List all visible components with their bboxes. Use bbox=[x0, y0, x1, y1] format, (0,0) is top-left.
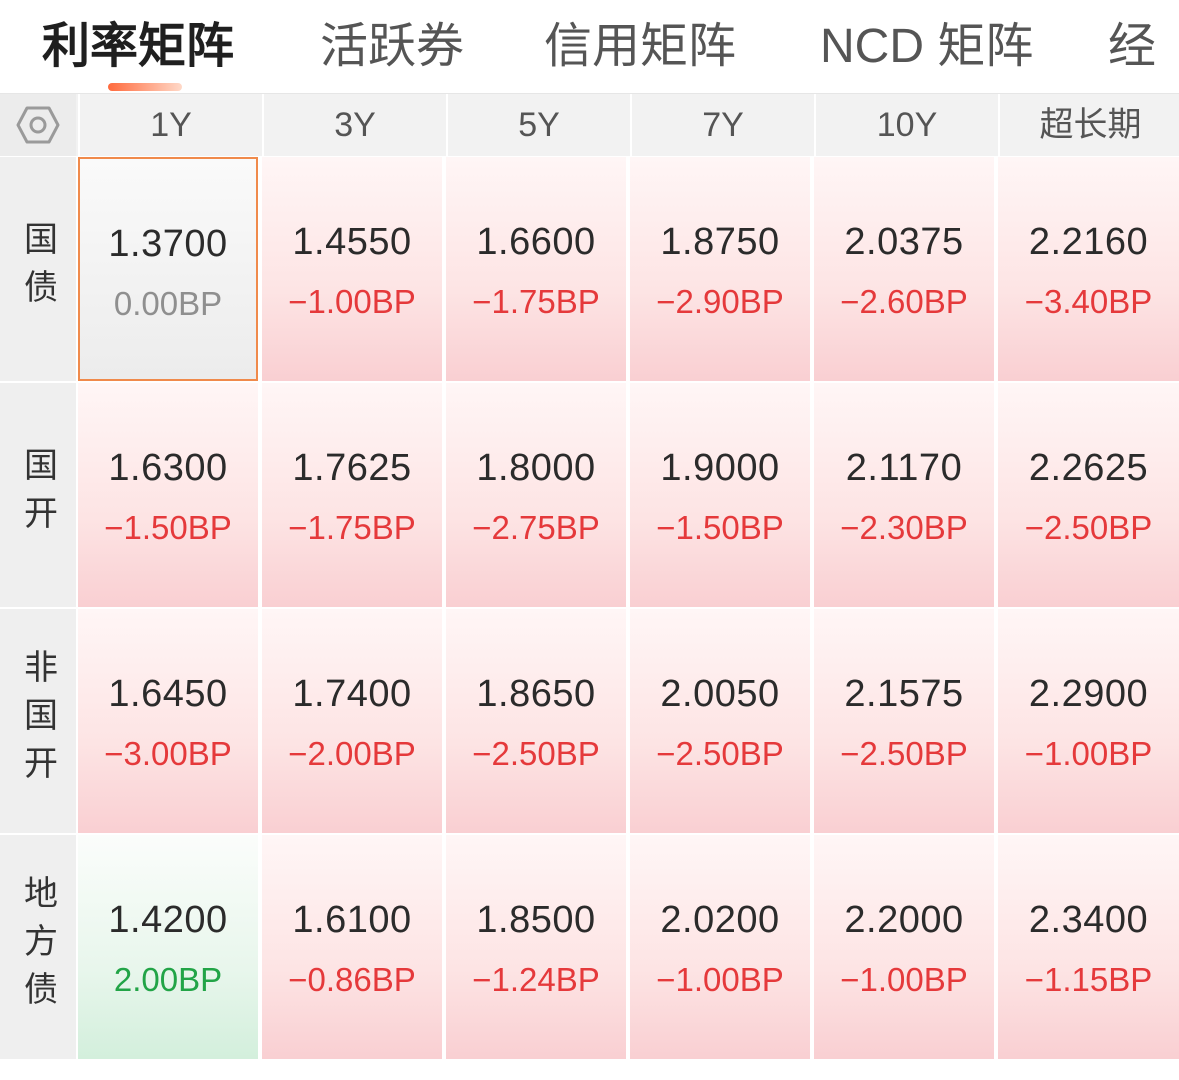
matrix-cell-local-gov-1y[interactable]: 1.4200 2.00BP bbox=[78, 835, 258, 1059]
hexagon-settings-icon bbox=[16, 106, 60, 144]
yield-value: 1.8650 bbox=[476, 673, 596, 715]
yield-value: 1.4200 bbox=[108, 899, 228, 941]
bp-change-value: −1.00BP bbox=[840, 961, 968, 998]
yield-value: 2.2000 bbox=[844, 899, 964, 941]
bp-change-value: −3.00BP bbox=[104, 735, 232, 772]
matrix-cell-treasury-5y[interactable]: 1.6600 −1.75BP bbox=[446, 157, 626, 381]
bp-change-value: −2.75BP bbox=[472, 509, 600, 546]
column-header-3y[interactable]: 3Y bbox=[262, 94, 446, 156]
tab-bar: 利率矩阵 活跃券 信用矩阵 NCD 矩阵 经 bbox=[0, 0, 1179, 93]
bp-change-value: −2.00BP bbox=[288, 735, 416, 772]
bp-change-value: −1.75BP bbox=[288, 509, 416, 546]
matrix-cell-local-gov-3y[interactable]: 1.6100 −0.86BP bbox=[262, 835, 442, 1059]
matrix-cell-non-cdb-policy-5y[interactable]: 1.8650 −2.50BP bbox=[446, 609, 626, 833]
bp-change-value: −2.50BP bbox=[472, 735, 600, 772]
bp-change-value: −2.50BP bbox=[840, 735, 968, 772]
bp-change-value: −1.00BP bbox=[1024, 735, 1153, 772]
yield-value: 2.0375 bbox=[844, 221, 964, 263]
row-label-cdb[interactable]: 国开 bbox=[0, 383, 76, 607]
matrix-cell-cdb-ultra-long[interactable]: 2.2625 −2.50BP bbox=[998, 383, 1179, 607]
column-header-ultra-long[interactable]: 超长期 bbox=[998, 94, 1179, 156]
yield-value: 2.0200 bbox=[660, 899, 780, 941]
matrix-cell-local-gov-ultra-long[interactable]: 2.3400 −1.15BP bbox=[998, 835, 1179, 1059]
matrix-cell-local-gov-5y[interactable]: 1.8500 −1.24BP bbox=[446, 835, 626, 1059]
yield-value: 2.3400 bbox=[1028, 899, 1149, 941]
bp-change-value: −2.90BP bbox=[656, 283, 784, 320]
column-header-row: 1Y 3Y 5Y 7Y 10Y 超长期 bbox=[0, 93, 1179, 156]
yield-value: 1.6300 bbox=[108, 447, 228, 489]
matrix-cell-treasury-ultra-long[interactable]: 2.2160 −3.40BP bbox=[998, 157, 1179, 381]
yield-value: 2.0050 bbox=[660, 673, 780, 715]
matrix-cell-non-cdb-policy-ultra-long[interactable]: 2.2900 −1.00BP bbox=[998, 609, 1179, 833]
row-label-treasury[interactable]: 国债 bbox=[0, 157, 76, 381]
yield-value: 2.2160 bbox=[1028, 221, 1149, 263]
bp-change-value: 2.00BP bbox=[113, 961, 223, 998]
bp-change-value: −1.00BP bbox=[656, 961, 784, 998]
bp-change-value: −1.50BP bbox=[104, 509, 232, 546]
bp-change-value: −3.40BP bbox=[1024, 283, 1153, 320]
yield-value: 2.1575 bbox=[844, 673, 964, 715]
yield-value: 2.1170 bbox=[845, 447, 963, 489]
tab-active-bonds[interactable]: 活跃券 bbox=[320, 20, 465, 73]
column-header-10y[interactable]: 10Y bbox=[814, 94, 998, 156]
tab-rate-matrix[interactable]: 利率矩阵 bbox=[42, 20, 235, 73]
tab-more-truncated[interactable]: 经 bbox=[1108, 20, 1157, 73]
yield-value: 2.2625 bbox=[1028, 447, 1149, 489]
matrix-cell-treasury-7y[interactable]: 1.8750 −2.90BP bbox=[630, 157, 810, 381]
matrix-cell-non-cdb-policy-3y[interactable]: 1.7400 −2.00BP bbox=[262, 609, 442, 833]
matrix-cell-cdb-1y[interactable]: 1.6300 −1.50BP bbox=[78, 383, 258, 607]
matrix-cell-non-cdb-policy-7y[interactable]: 2.0050 −2.50BP bbox=[630, 609, 810, 833]
row-label-text: 地方债 bbox=[18, 875, 57, 1019]
bp-change-value: 0.00BP bbox=[113, 285, 223, 322]
bp-change-value: −2.60BP bbox=[840, 283, 968, 320]
active-tab-indicator bbox=[108, 83, 182, 91]
column-header-5y[interactable]: 5Y bbox=[446, 94, 630, 156]
matrix-cell-cdb-5y[interactable]: 1.8000 −2.75BP bbox=[446, 383, 626, 607]
column-header-1y[interactable]: 1Y bbox=[78, 94, 262, 156]
yield-value: 1.3700 bbox=[108, 223, 228, 265]
row-label-text: 非国开 bbox=[18, 649, 57, 793]
bp-change-value: −2.50BP bbox=[656, 735, 784, 772]
tab-ncd-matrix[interactable]: NCD 矩阵 bbox=[820, 20, 1034, 73]
matrix-cell-cdb-10y[interactable]: 2.1170 −2.30BP bbox=[814, 383, 994, 607]
matrix-cell-local-gov-10y[interactable]: 2.2000 −1.00BP bbox=[814, 835, 994, 1059]
matrix-cell-non-cdb-policy-1y[interactable]: 1.6450 −3.00BP bbox=[78, 609, 258, 833]
row-label-local-gov[interactable]: 地方债 bbox=[0, 835, 76, 1059]
settings-button[interactable] bbox=[0, 94, 76, 156]
bp-change-value: −1.75BP bbox=[472, 283, 600, 320]
matrix-cell-cdb-3y[interactable]: 1.7625 −1.75BP bbox=[262, 383, 442, 607]
yield-value: 1.8750 bbox=[660, 221, 780, 263]
yield-value: 1.9000 bbox=[660, 447, 780, 489]
column-header-7y[interactable]: 7Y bbox=[630, 94, 814, 156]
matrix-cell-local-gov-7y[interactable]: 2.0200 −1.00BP bbox=[630, 835, 810, 1059]
yield-value: 1.7400 bbox=[292, 673, 412, 715]
bp-change-value: −0.86BP bbox=[288, 961, 416, 998]
matrix-cell-cdb-7y[interactable]: 1.9000 −1.50BP bbox=[630, 383, 810, 607]
bp-change-value: −1.15BP bbox=[1024, 961, 1153, 998]
yield-value: 1.6100 bbox=[292, 899, 412, 941]
matrix-cell-treasury-1y[interactable]: 1.3700 0.00BP bbox=[78, 157, 258, 381]
yield-value: 2.2900 bbox=[1028, 673, 1149, 715]
bp-change-value: −1.24BP bbox=[472, 961, 600, 998]
yield-value: 1.4550 bbox=[292, 221, 412, 263]
matrix-cell-non-cdb-policy-10y[interactable]: 2.1575 −2.50BP bbox=[814, 609, 994, 833]
yield-value: 1.6600 bbox=[476, 221, 596, 263]
bp-change-value: −1.00BP bbox=[288, 283, 416, 320]
bp-change-value: −2.30BP bbox=[840, 509, 968, 546]
yield-value: 1.8000 bbox=[476, 447, 596, 489]
yield-value: 1.6450 bbox=[108, 673, 228, 715]
row-label-non-cdb-policy[interactable]: 非国开 bbox=[0, 609, 76, 833]
yield-value: 1.8500 bbox=[476, 899, 596, 941]
matrix-cell-treasury-3y[interactable]: 1.4550 −1.00BP bbox=[262, 157, 442, 381]
row-label-text: 国开 bbox=[18, 447, 57, 543]
yield-value: 1.7625 bbox=[292, 447, 412, 489]
bp-change-value: −1.50BP bbox=[656, 509, 784, 546]
bp-change-value: −2.50BP bbox=[1024, 509, 1153, 546]
matrix-cell-treasury-10y[interactable]: 2.0375 −2.60BP bbox=[814, 157, 994, 381]
row-label-text: 国债 bbox=[18, 221, 57, 317]
tab-credit-matrix[interactable]: 信用矩阵 bbox=[544, 20, 737, 73]
